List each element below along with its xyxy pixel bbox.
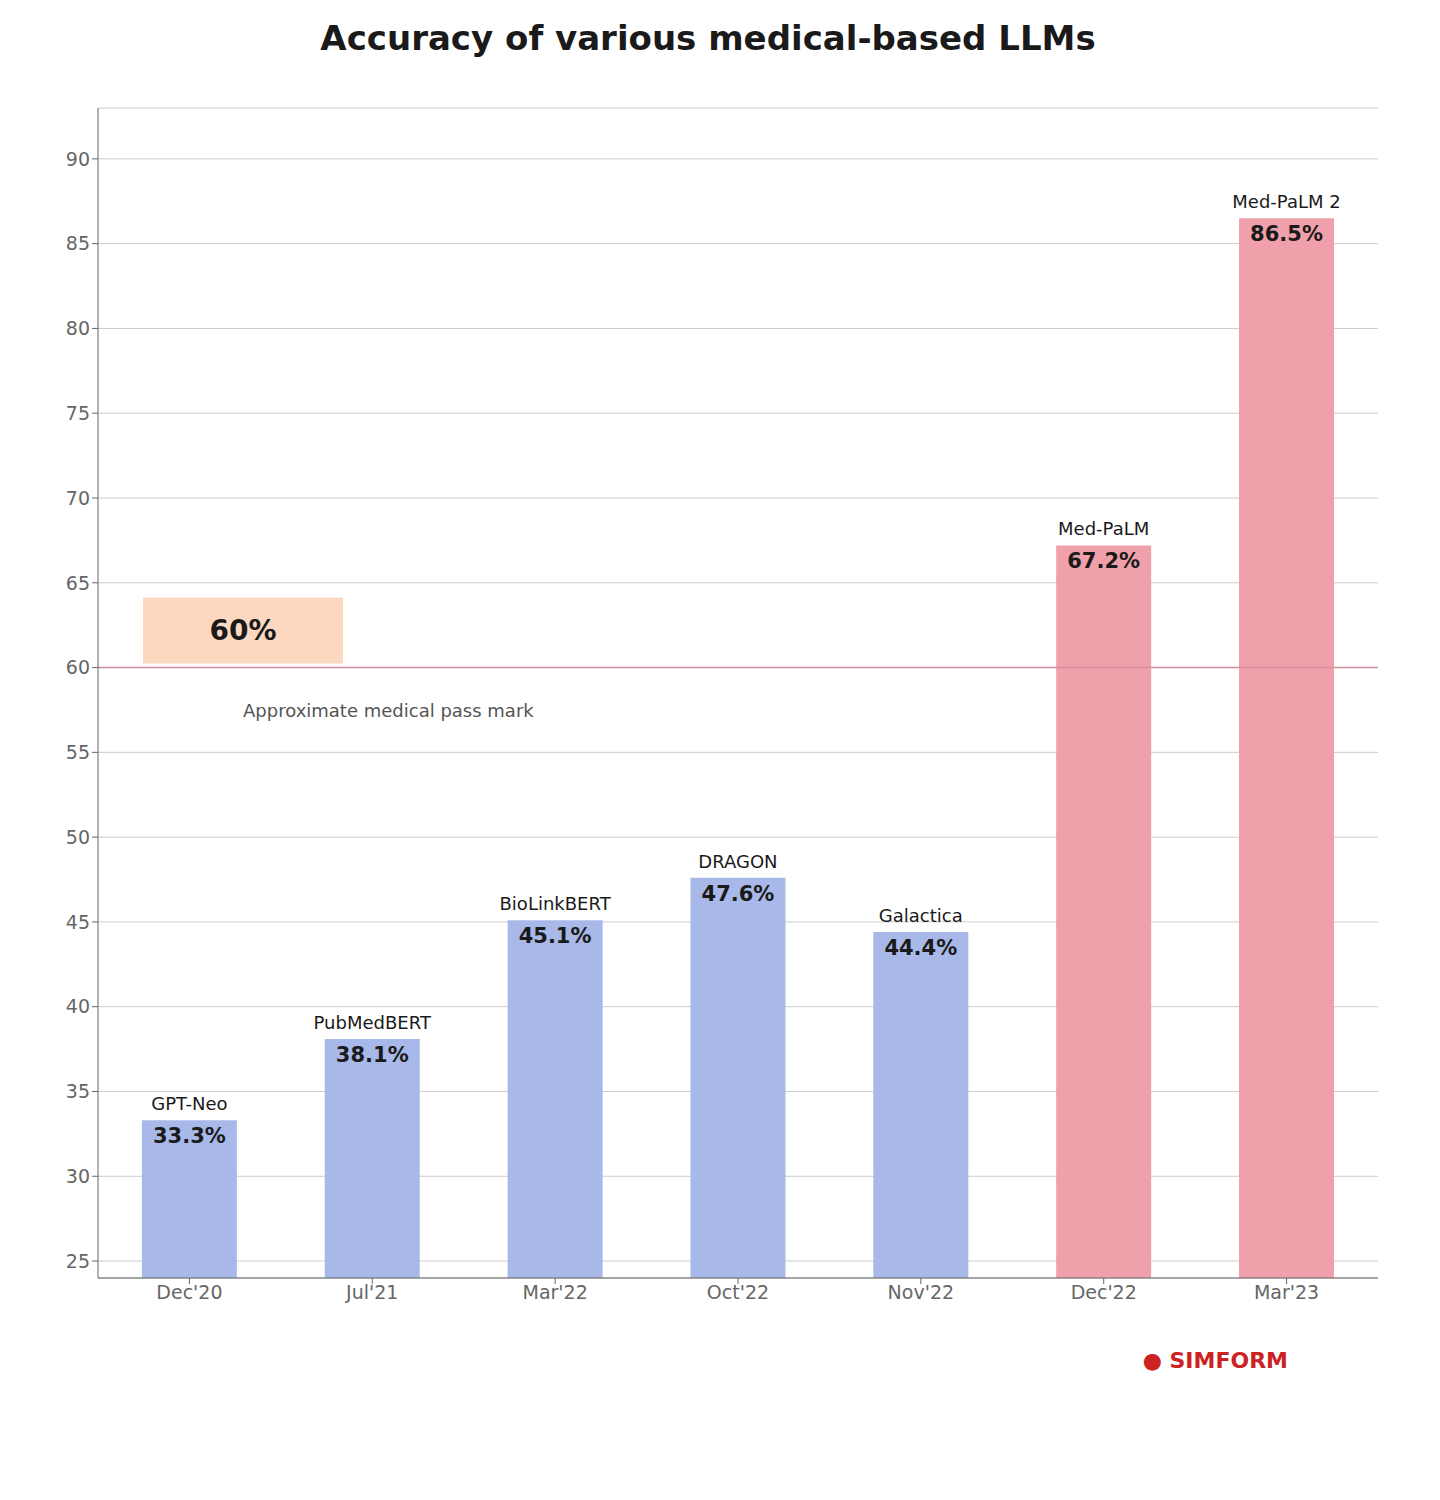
svg-text:40: 40 <box>66 995 90 1017</box>
html-text:Accuracy of various medical-ba: Accuracy of various medical-based LLMs <box>320 18 1096 58</box>
svg-text:33.3%: 33.3% <box>153 1124 226 1148</box>
svg-text:86.5%: 86.5% <box>1250 222 1323 246</box>
svg-text:70: 70 <box>66 487 90 509</box>
svg-text:Oct'22: Oct'22 <box>707 1281 769 1303</box>
svg-text:Med-PaLM 2: Med-PaLM 2 <box>1232 191 1340 212</box>
svg-text:60%: 60% <box>209 614 276 647</box>
svg-text:60: 60 <box>66 656 90 678</box>
svg-text:Mar'23: Mar'23 <box>1254 1281 1319 1303</box>
svg-text:44.4%: 44.4% <box>884 936 957 960</box>
svg-text:30: 30 <box>66 1165 90 1187</box>
svg-text:Nov'22: Nov'22 <box>888 1281 954 1303</box>
svg-text:45: 45 <box>66 911 90 933</box>
svg-text:Jul'21: Jul'21 <box>345 1281 398 1303</box>
svg-text:90: 90 <box>66 148 90 170</box>
svg-text:35: 35 <box>66 1080 90 1102</box>
svg-text:Med-PaLM: Med-PaLM <box>1058 518 1149 539</box>
html-text:● SIMFORM: ● SIMFORM <box>1142 1348 1288 1373</box>
svg-text:65: 65 <box>66 572 90 594</box>
svg-text:Dec'22: Dec'22 <box>1071 1281 1137 1303</box>
svg-text:85: 85 <box>66 232 90 254</box>
svg-text:Dec'20: Dec'20 <box>156 1281 222 1303</box>
svg-text:67.2%: 67.2% <box>1067 549 1140 573</box>
svg-text:55: 55 <box>66 741 90 763</box>
svg-text:25: 25 <box>66 1250 90 1272</box>
svg-text:Mar'22: Mar'22 <box>523 1281 588 1303</box>
svg-text:PubMedBERT: PubMedBERT <box>314 1012 432 1033</box>
svg-text:Approximate medical pass mark: Approximate medical pass mark <box>243 700 534 721</box>
svg-text:50: 50 <box>66 826 90 848</box>
svg-text:GPT-Neo: GPT-Neo <box>151 1093 227 1114</box>
svg-text:Galactica: Galactica <box>879 905 963 926</box>
svg-text:45.1%: 45.1% <box>519 924 592 948</box>
svg-text:38.1%: 38.1% <box>336 1043 409 1067</box>
svg-text:DRAGON: DRAGON <box>698 851 777 872</box>
svg-text:80: 80 <box>66 317 90 339</box>
svg-text:75: 75 <box>66 402 90 424</box>
svg-text:BioLinkBERT: BioLinkBERT <box>500 893 612 914</box>
svg-text:47.6%: 47.6% <box>702 882 775 906</box>
